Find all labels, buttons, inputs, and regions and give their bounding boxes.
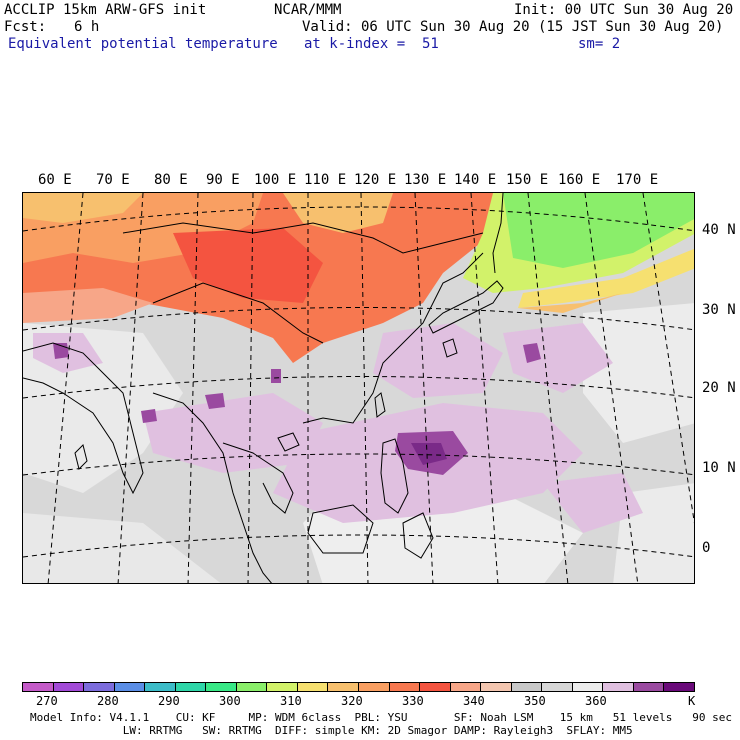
map-panel bbox=[22, 192, 695, 584]
colorbar-swatch bbox=[359, 683, 390, 691]
lon-label: 170 E bbox=[616, 172, 659, 188]
colorbar-swatch bbox=[267, 683, 298, 691]
lon-label: 120 E bbox=[354, 172, 397, 188]
colorbar-swatch bbox=[420, 683, 451, 691]
lon-label: 60 E bbox=[38, 172, 72, 188]
colorbar-tick: 310 bbox=[280, 694, 302, 708]
init-time: Init: 00 UTC Sun 30 Aug 20 bbox=[514, 2, 734, 18]
colorbar-swatch bbox=[175, 683, 207, 691]
lat-label: 40 N bbox=[702, 222, 736, 238]
lon-label: 80 E bbox=[154, 172, 188, 188]
colorbar-tick: 290 bbox=[158, 694, 180, 708]
lat-label: 0 bbox=[702, 540, 711, 556]
lat-label: 20 N bbox=[702, 380, 736, 396]
colorbar bbox=[22, 682, 695, 692]
colorbar-swatch bbox=[53, 683, 85, 691]
lat-label: 10 N bbox=[702, 460, 736, 476]
level-index: at k-index = 51 bbox=[304, 36, 439, 52]
colorbar-swatch bbox=[664, 683, 695, 691]
colorbar-tick: 330 bbox=[402, 694, 424, 708]
lon-label: 160 E bbox=[558, 172, 601, 188]
model-title: ACCLIP 15km ARW-GFS init bbox=[4, 2, 207, 18]
colorbar-swatch bbox=[23, 683, 54, 691]
colorbar-tick: 300 bbox=[219, 694, 241, 708]
colorbar-swatch bbox=[481, 683, 512, 691]
model-info-line2: LW: RRTMG SW: RRTMG DIFF: simple KM: 2D … bbox=[30, 724, 633, 737]
colorbar-tick: 280 bbox=[97, 694, 119, 708]
colorbar-swatch bbox=[450, 683, 482, 691]
colorbar-swatch bbox=[297, 683, 329, 691]
colorbar-swatch bbox=[603, 683, 634, 691]
colorbar-swatch bbox=[542, 683, 573, 691]
field-name: Equivalent potential temperature bbox=[8, 36, 278, 52]
valid-time: Valid: 06 UTC Sun 30 Aug 20 (15 JST Sun … bbox=[302, 19, 724, 35]
colorbar-swatch bbox=[328, 683, 360, 691]
colorbar-swatch bbox=[236, 683, 268, 691]
forecast-hour: 6 h bbox=[74, 19, 100, 35]
colorbar-unit: K bbox=[688, 694, 696, 708]
lon-label: 90 E bbox=[206, 172, 240, 188]
colorbar-tick: 320 bbox=[341, 694, 363, 708]
lon-label: 110 E bbox=[304, 172, 347, 188]
theta-e-field bbox=[23, 193, 694, 583]
colorbar-swatch bbox=[389, 683, 421, 691]
colorbar-tick: 270 bbox=[36, 694, 58, 708]
colorbar-swatch bbox=[633, 683, 665, 691]
smoothing: sm= 2 bbox=[578, 36, 621, 52]
colorbar-tick: 340 bbox=[463, 694, 485, 708]
colorbar-swatch bbox=[206, 683, 237, 691]
colorbar-tick: 350 bbox=[524, 694, 546, 708]
lon-label: 150 E bbox=[506, 172, 549, 188]
lon-label: 70 E bbox=[96, 172, 130, 188]
organization: NCAR/MMM bbox=[274, 2, 342, 18]
lat-label: 30 N bbox=[702, 302, 736, 318]
colorbar-swatch bbox=[145, 683, 176, 691]
colorbar-swatch bbox=[114, 683, 146, 691]
colorbar-swatch bbox=[511, 683, 543, 691]
colorbar-swatch bbox=[572, 683, 604, 691]
forecast-label: Fcst: bbox=[4, 19, 47, 35]
model-info-line1: Model Info: V4.1.1 CU: KF MP: WDM 6class… bbox=[30, 711, 732, 724]
lon-label: 140 E bbox=[454, 172, 497, 188]
colorbar-tick: 360 bbox=[585, 694, 607, 708]
colorbar-swatch bbox=[84, 683, 115, 691]
lon-label: 130 E bbox=[404, 172, 447, 188]
lon-label: 100 E bbox=[254, 172, 297, 188]
